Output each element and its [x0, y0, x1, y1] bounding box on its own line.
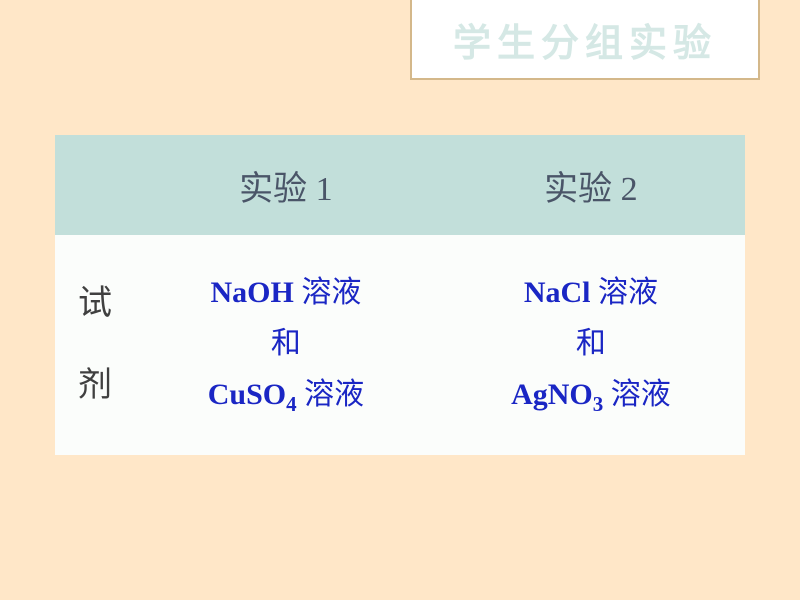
exp1-chem1-suffix: 溶液	[301, 276, 361, 309]
exp1-chem2-sub: 4	[286, 392, 297, 416]
exp2-chem2-sub: 3	[593, 392, 604, 416]
experiment-table: 实验 1 实验 2 试 剂 NaOH 溶液 和	[55, 135, 745, 455]
page-title: 学生分组实验	[453, 12, 717, 67]
row-label-top: 试	[55, 263, 135, 345]
exp2-chem2-suffix: 溶液	[611, 378, 671, 411]
exp2-chem2: AgNO	[511, 378, 593, 411]
row-label-cell: 试 剂	[55, 235, 135, 455]
exp1-chem2-suffix: 溶液	[304, 378, 364, 411]
table-header-row: 实验 1 实验 2	[55, 135, 745, 235]
exp1-and: 和	[135, 318, 437, 369]
exp2-and: 和	[437, 318, 745, 369]
header-exp1-label: 实验 1	[239, 171, 333, 208]
header-blank	[55, 135, 135, 235]
exp2-chem1: NaCl	[524, 276, 591, 309]
exp1-chem1: NaOH	[210, 276, 293, 309]
exp2-chem1-suffix: 溶液	[598, 276, 658, 309]
cell-exp1: NaOH 溶液 和 CuSO4 溶液	[135, 235, 437, 455]
header-exp1: 实验 1	[135, 135, 437, 235]
header-exp2: 实验 2	[437, 135, 745, 235]
cell-exp2: NaCl 溶液 和 AgNO3 溶液	[437, 235, 745, 455]
table-body-row: 试 剂 NaOH 溶液 和 CuSO4 溶液	[55, 235, 745, 455]
exp1-chem2: CuSO	[208, 378, 286, 411]
header-exp2-label: 实验 2	[544, 171, 638, 208]
title-box: 学生分组实验	[410, 0, 760, 80]
row-label-bottom: 剂	[55, 345, 135, 427]
